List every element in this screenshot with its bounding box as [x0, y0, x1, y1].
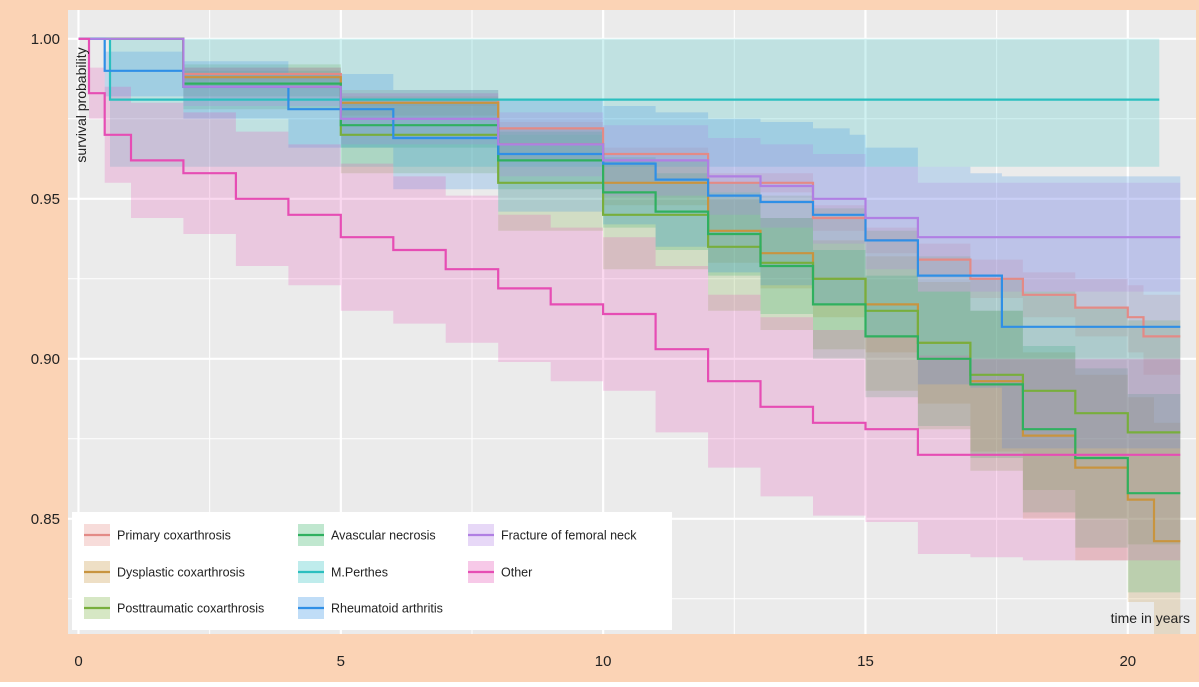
curve-other	[78, 37, 1181, 456]
x-tick-label: 10	[595, 653, 612, 670]
y-axis-label: survival probability	[73, 47, 89, 162]
x-tick-label: 5	[337, 653, 345, 670]
x-tick-label: 0	[74, 653, 82, 670]
legend-label: Posttraumatic coxarthrosis	[117, 602, 264, 616]
legend-box	[72, 512, 672, 630]
curve-avascular-necrosis	[78, 37, 1181, 495]
x-axis-label: time in years	[1111, 610, 1190, 626]
y-tick-label: 0.90	[31, 351, 60, 368]
y-tick-label: 0.85	[31, 511, 60, 528]
y-tick-label: 0.95	[31, 191, 60, 208]
tick-labels: 0 5 10 15 20 0.85 0.90 0.95 1.00	[31, 31, 1136, 670]
x-tick-label: 20	[1119, 653, 1136, 670]
band-avascular-necrosis	[78, 38, 1181, 593]
curve-fracture-of-femoral-neck	[78, 37, 1181, 239]
legend-label: Rheumatoid arthritis	[331, 602, 443, 616]
legend-label: Primary coxarthrosis	[117, 529, 231, 543]
legend: Primary coxarthrosis Dysplastic coxarthro…	[72, 512, 672, 630]
legend-label: Dysplastic coxarthrosis	[117, 566, 245, 580]
legend-label: Avascular necrosis	[331, 529, 436, 543]
band-rheumatoid-arthritis	[78, 38, 1181, 449]
y-tick-label: 1.00	[31, 31, 60, 48]
band-posttraumatic-coxarthrosis	[78, 38, 1181, 545]
legend-label: Fracture of femoral neck	[501, 529, 637, 543]
x-tick-label: 15	[857, 653, 874, 670]
legend-label: M.Perthes	[331, 566, 388, 580]
survival-curves	[78, 37, 1181, 543]
legend-label: Other	[501, 566, 532, 580]
band-primary-coxarthrosis	[78, 38, 1181, 375]
band-dysplastic-coxarthrosis	[78, 38, 1181, 635]
